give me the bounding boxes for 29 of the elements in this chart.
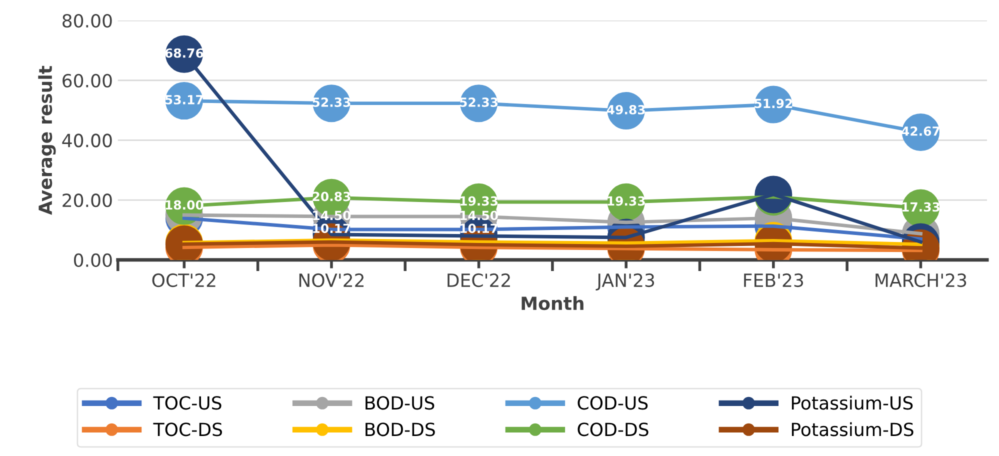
y-tick-label: 20.00: [62, 194, 112, 208]
legend-label: BOD-US: [366, 396, 434, 410]
x-tick-label: MARCH'23: [876, 273, 966, 288]
legend-label: TOC-DS: [153, 422, 222, 436]
data-label: 42.67: [902, 126, 940, 136]
legend-label: COD-US: [578, 396, 648, 410]
x-tick-label: JAN'23: [596, 273, 654, 290]
y-tick-label: 80.00: [62, 14, 112, 28]
data-label: 19.33: [608, 196, 645, 206]
y-tick-label: 0.00: [74, 253, 112, 268]
x-tick-label: DEC'22: [448, 273, 510, 288]
x-tick-label: OCT'22: [152, 273, 216, 288]
legend-label: TOC-US: [153, 396, 222, 410]
x-axis-title: Month: [522, 296, 584, 310]
y-tick-label: 40.00: [62, 134, 112, 148]
data-label: 52.33: [312, 97, 350, 107]
x-tick-label: NOV'22: [299, 273, 364, 288]
legend-label: Potassium-DS: [792, 422, 914, 436]
x-tick-label: FEB'23: [744, 273, 804, 288]
data-label: 49.83: [606, 104, 645, 114]
y-tick-label: 60.00: [62, 74, 112, 88]
data-label: 52.33: [460, 97, 498, 107]
legend-label: BOD-DS: [366, 422, 435, 436]
data-label: 53.17: [165, 94, 203, 104]
data-label: 17.33: [902, 202, 940, 212]
legend-label: COD-DS: [578, 422, 648, 436]
y-axis-title: Average result: [38, 66, 56, 215]
data-label: 18.00: [166, 200, 204, 210]
legend-label: Potassium-US: [792, 396, 913, 410]
